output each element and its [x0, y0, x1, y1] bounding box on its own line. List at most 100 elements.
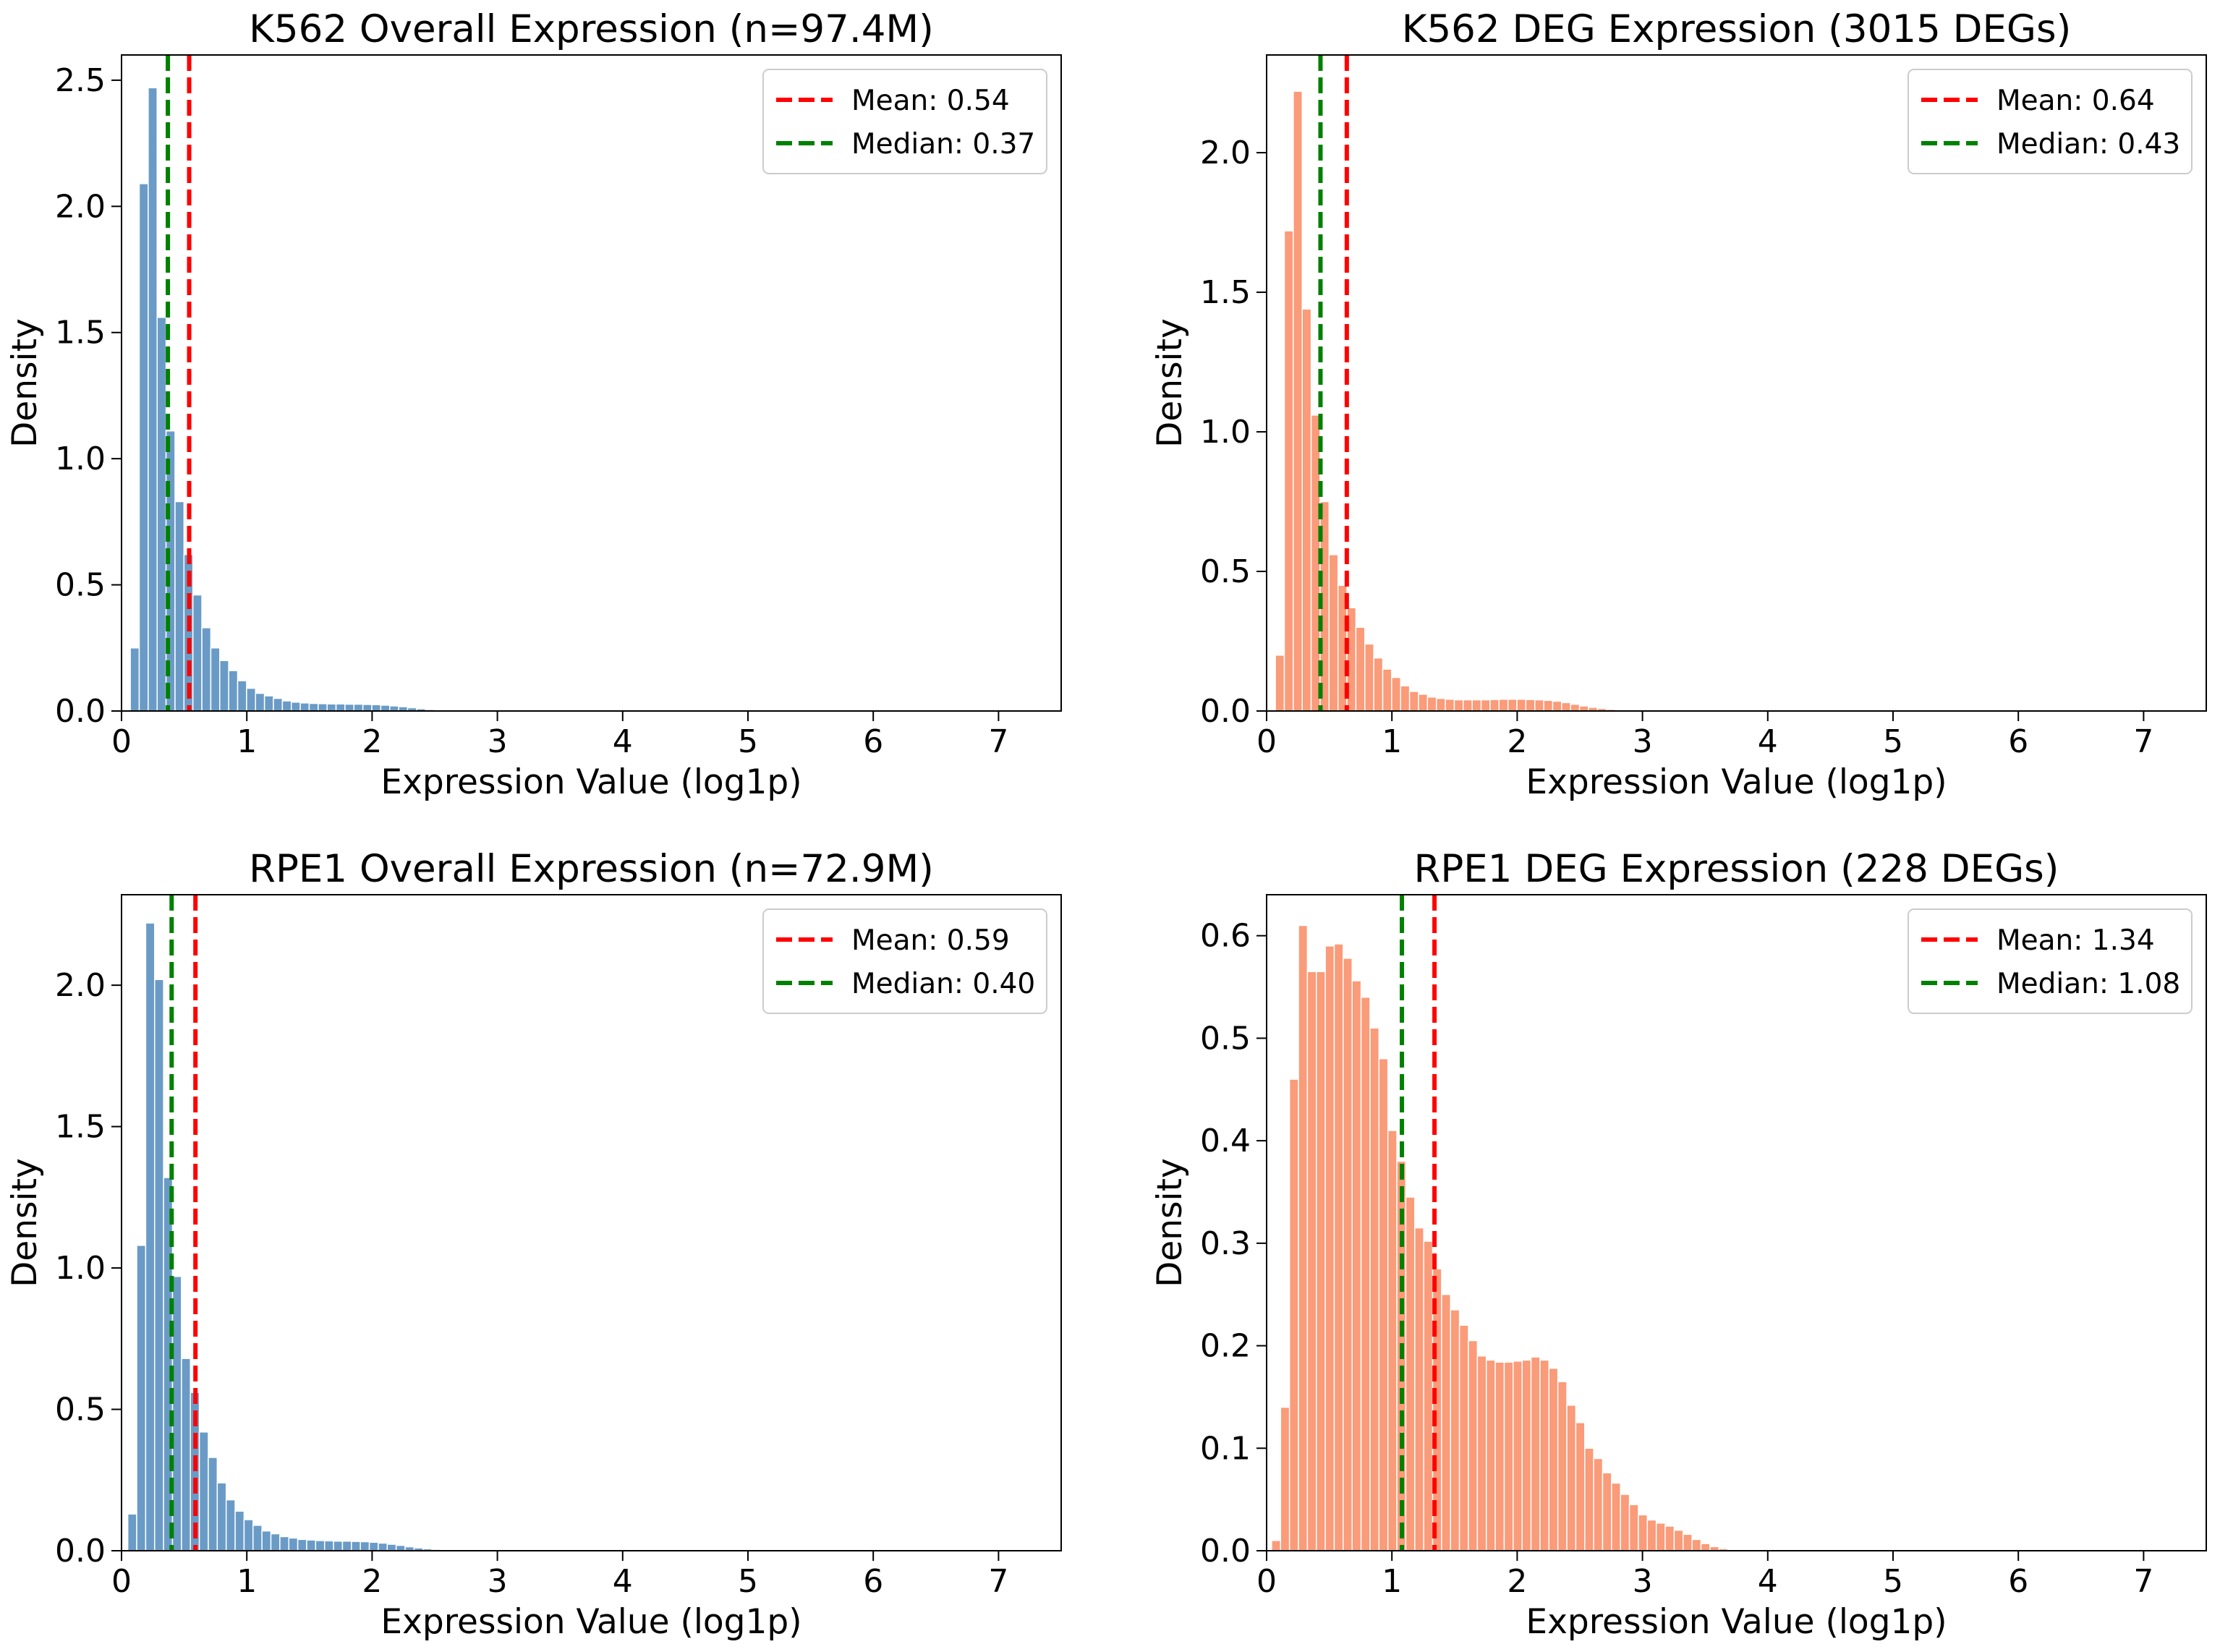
x-tick-label: 3: [1633, 1563, 1653, 1600]
histogram-bar: [288, 1537, 299, 1551]
histogram-bar: [127, 1513, 137, 1551]
histogram-bar: [326, 703, 337, 712]
histogram-bar: [1445, 699, 1455, 712]
histogram-bar: [228, 670, 239, 712]
histogram-bar: [395, 1544, 406, 1551]
histogram-bar: [1578, 705, 1589, 712]
histogram-bar: [136, 1245, 147, 1551]
histogram-bar: [1507, 699, 1518, 712]
histogram-bar: [1548, 1367, 1559, 1551]
histogram-bar: [1561, 702, 1571, 712]
y-tick-label: 0.0: [1200, 693, 1251, 730]
histogram-bar: [378, 1542, 388, 1551]
y-tick-label: 2.0: [55, 967, 106, 1004]
histogram-bar: [351, 1541, 361, 1551]
histogram-bar: [1405, 1196, 1416, 1551]
y-tick-label: 2.0: [1200, 135, 1251, 171]
histogram-bar: [192, 594, 203, 712]
y-tick-label: 0.0: [1200, 1533, 1251, 1570]
y-tick-label: 0.3: [1200, 1225, 1251, 1262]
histogram-bar: [279, 1536, 290, 1551]
axes-frame: [1266, 894, 2207, 1551]
histogram-bar: [308, 702, 319, 712]
x-tick-label: 4: [1758, 723, 1778, 760]
histogram-bar: [1593, 1457, 1604, 1551]
chart-panel-3: 0 1 2 3 4 5 6 7 0.0 0.5 1.0 1.5 2.0 RPE1 Overall Expr…: [5, 847, 1062, 1642]
histogram-bar: [1503, 1361, 1514, 1551]
x-tick-label: 7: [2133, 723, 2153, 760]
histogram-bar: [181, 1358, 191, 1551]
histogram-bar: [1298, 924, 1309, 1551]
axes-frame: [121, 894, 1062, 1551]
histogram-bar: [1364, 643, 1374, 712]
histogram-bar: [1498, 699, 1509, 712]
x-axis-label: Expression Value (log1p): [1526, 762, 1947, 802]
x-tick-label: 5: [738, 1563, 758, 1600]
y-tick-label: 2.5: [55, 62, 106, 99]
histogram-bar: [1328, 554, 1339, 712]
x-tick-label: 1: [237, 1563, 257, 1600]
x-tick-label: 5: [1883, 723, 1903, 760]
x-tick-label: 2: [362, 723, 382, 760]
chart-title: RPE1 DEG Expression (228 DEGs): [1414, 847, 2059, 891]
legend-label: Median: 1.08: [1996, 968, 2180, 1000]
histogram-bar: [1683, 1533, 1693, 1551]
y-axis-label: Density: [1150, 1158, 1190, 1287]
histogram-bar: [1471, 699, 1482, 712]
legend: Mean: 0.54 Median: 0.37: [762, 69, 1047, 174]
legend-label: Mean: 0.59: [851, 924, 1010, 957]
histogram-bar: [156, 317, 167, 712]
histogram-bar: [145, 922, 156, 1551]
histogram-bar: [389, 705, 399, 712]
histogram-bar: [1343, 958, 1353, 1551]
histogram-bar: [252, 1525, 263, 1551]
x-tick-label: 7: [2133, 1563, 2153, 1600]
y-tick-label: 2.0: [55, 188, 106, 225]
histogram-bar: [1435, 697, 1446, 712]
legend-label: Median: 0.37: [851, 128, 1035, 161]
histogram-bar: [386, 1544, 397, 1551]
histogram-bar: [1453, 699, 1464, 712]
histogram-bar: [1489, 699, 1500, 712]
histogram-bar: [368, 1541, 379, 1551]
histogram-bar: [1620, 1494, 1630, 1551]
legend-label: Median: 0.43: [1996, 128, 2180, 161]
histogram-bar: [219, 660, 229, 712]
histogram-bar: [129, 647, 140, 712]
x-tick-label: 7: [988, 723, 1008, 760]
histogram-bar: [333, 1540, 344, 1551]
histogram-bar: [234, 1510, 245, 1551]
y-axis-label: Density: [5, 1158, 45, 1287]
histogram-bar: [208, 1457, 218, 1551]
histogram-bar: [1638, 1514, 1649, 1551]
y-tick-label: 0.2: [1200, 1328, 1251, 1365]
x-tick-label: 7: [988, 1563, 1008, 1600]
y-tick-label: 0.6: [1200, 918, 1251, 955]
histogram-bar: [1373, 657, 1384, 712]
axes-frame: [1266, 54, 2207, 712]
x-tick-label: 6: [2008, 723, 2028, 760]
histogram-bar: [1423, 1240, 1434, 1551]
y-tick-label: 0.5: [55, 567, 106, 604]
histogram-bar: [1418, 694, 1429, 712]
histogram-bar: [341, 1540, 352, 1551]
histogram-bar: [1646, 1519, 1657, 1551]
histogram-bar: [154, 979, 164, 1551]
histogram-bar: [315, 1540, 326, 1551]
histogram-bar: [261, 1530, 272, 1551]
histogram-bar: [1316, 971, 1326, 1551]
x-tick-label: 2: [1507, 1563, 1527, 1600]
histogram-bar: [255, 692, 265, 712]
x-axis-label: Expression Value (log1p): [380, 1602, 801, 1642]
legend-box: [762, 908, 1047, 1014]
histogram-bar: [1271, 1540, 1282, 1551]
histogram-bar: [201, 627, 212, 712]
histogram-bar: [1293, 90, 1303, 712]
histogram-bar: [1382, 668, 1392, 712]
x-tick-label: 4: [1758, 1563, 1778, 1600]
x-tick-label: 5: [1883, 1563, 1903, 1600]
x-tick-label: 3: [488, 723, 508, 760]
histogram-bar: [263, 695, 274, 712]
histogram-bar: [1655, 1522, 1666, 1551]
